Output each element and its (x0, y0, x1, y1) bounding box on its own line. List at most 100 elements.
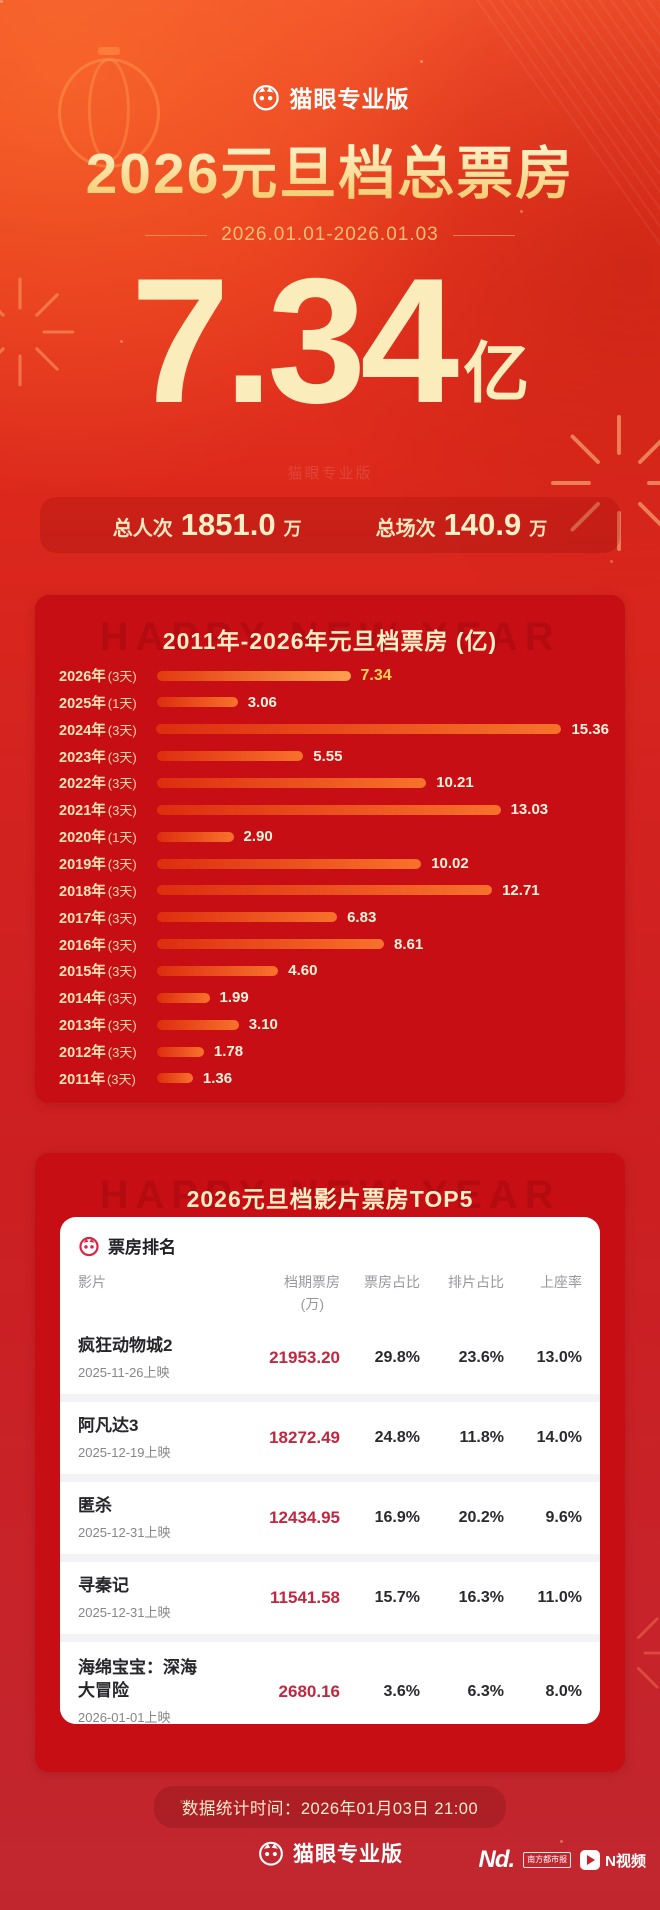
bar-value: 3.06 (247, 693, 277, 711)
column-film: 影片 (78, 1274, 106, 1290)
chart-row: 2013年 (3天) 3.10 (59, 1012, 609, 1037)
footer-logo: 猫眼专业版 (0, 1838, 660, 1868)
film-cell: 海绵宝宝：深海大冒险 2026-01-01上映 (78, 1657, 248, 1724)
box-share-value: 24.8% (374, 1429, 420, 1446)
screening-share-value: 16.3% (458, 1589, 504, 1606)
column-attendance: 上座率 (540, 1274, 582, 1290)
screening-share-value: 11.8% (459, 1429, 504, 1446)
bar-value: 1.36 (202, 1069, 233, 1087)
bar-label: 2020年 (1天) (59, 830, 137, 847)
chart-rows: 2026年 (3天) 7.34 2025年 (1天) 3.06 2024年 (3天) 15.36… (59, 659, 609, 1091)
bar (157, 858, 422, 869)
bar (157, 804, 501, 815)
nvideo-label: N视频 (605, 1852, 646, 1870)
bar-label: 2022年 (3天) (59, 776, 137, 793)
column-box-office: 档期票房 (万) (284, 1274, 340, 1312)
sparkle-dots-decoration (0, 0, 3, 3)
chart-row: 2019年 (3天) 10.02 (59, 851, 609, 876)
bar-label: 2021年 (3天) (59, 803, 137, 820)
top5-rows: 疯狂动物城2 2025-11-26上映 21953.20 29.8% 23.6% 13.0… (60, 1322, 600, 1724)
bar-value: 10.02 (431, 855, 469, 873)
divider (452, 234, 515, 236)
bar-label: 2017年 (3天) (59, 910, 137, 927)
table-row: 海绵宝宝：深海大冒险 2026-01-01上映 2680.16 3.6% 6.3% 8.0… (60, 1634, 600, 1724)
ranking-header: 票房排名 (60, 1217, 600, 1258)
table-column-headers: 影片 档期票房 (万) 票房占比 排片占比 上座率 (60, 1258, 600, 1322)
box-share-value: 16.9% (374, 1509, 420, 1526)
date-range-text: 2026.01.01-2026.01.03 (221, 224, 439, 245)
bar-label: 2015年 (3天) (59, 964, 137, 981)
bar (157, 777, 427, 788)
film-title: 匿杀 (78, 1495, 112, 1515)
attendance-value: 14.0% (536, 1429, 582, 1446)
bar-value: 4.60 (288, 962, 318, 980)
chart-row: 2012年 (3天) 1.78 (59, 1039, 609, 1064)
bar-value: 12.71 (502, 881, 540, 899)
attendance-value: 8.0% (545, 1682, 582, 1700)
watermark: 猫眼专业版 (287, 465, 373, 482)
box-share-value: 3.6% (383, 1682, 420, 1700)
maoyan-cat-icon (252, 85, 279, 111)
history-chart-card: HAPPY NEW YEAR 2011年-2026年元旦档票房 (亿) 2026… (35, 595, 625, 1103)
bar-label: 2014年 (3天) (59, 991, 137, 1008)
firework-icon (551, 415, 660, 551)
bar (157, 885, 493, 896)
bar (157, 670, 351, 681)
box-office-value: 2680.16 (278, 1681, 340, 1701)
bar-value: 5.55 (313, 747, 343, 765)
chart-row: 2014年 (3天) 1.99 (59, 985, 609, 1010)
attendance-value: 11.0% (537, 1589, 582, 1606)
data-timestamp: 数据统计时间：2026年01月03日 21:00 (153, 1786, 507, 1828)
attendance-value: 9.6% (545, 1509, 582, 1526)
bar-label: 2026年 (3天) (59, 669, 137, 685)
bar-label: 2019年 (3天) (59, 857, 137, 874)
bar-label: 2025年 (1天) (59, 695, 137, 712)
brand-name: 猫眼专业版 (289, 86, 410, 112)
bar-value: 8.61 (394, 935, 424, 953)
chart-row: 2011年 (3天) 1.36 (59, 1066, 609, 1091)
film-release-date: 2026-01-01上映 (78, 1709, 171, 1724)
stat-value: 140.9 (443, 507, 522, 542)
bar (157, 831, 234, 842)
total-box-office: 7.34 亿 (0, 252, 660, 430)
chart-row: 2017年 (3天) 6.83 (59, 905, 609, 930)
bar-value: 6.83 (347, 908, 377, 926)
maoyan-cat-icon (259, 1841, 283, 1866)
total-unit: 亿 (463, 336, 530, 410)
stat-unit: 万 (529, 519, 548, 539)
film-release-date: 2025-12-19上映 (78, 1445, 171, 1461)
bar-label: 2011年 (3天) (59, 1071, 136, 1088)
bar-label: 2016年 (3天) (59, 937, 137, 954)
summary-stats: 总人次 1851.0 万 总场次 140.9 万 (40, 497, 620, 553)
stat-value: 1851.0 (180, 507, 276, 542)
nvideo-logo: N视频 (580, 1850, 646, 1871)
bar (157, 912, 338, 923)
chart-title: 2011年-2026年元旦档票房 (亿) (162, 628, 498, 654)
header-logo: 猫眼专业版 (0, 80, 660, 114)
table-row: 疯狂动物城2 2025-11-26上映 21953.20 29.8% 23.6% 13.0… (60, 1322, 600, 1394)
box-office-value: 18272.49 (269, 1428, 340, 1447)
bar-value: 1.78 (213, 1043, 244, 1061)
chart-row: 2016年 (3天) 8.61 (59, 932, 609, 957)
film-title: 疯狂动物城2 (78, 1335, 173, 1355)
chart-row: 2020年 (1天) 2.90 (59, 824, 609, 849)
film-cell: 匿杀 2025-12-31上映 (78, 1495, 248, 1541)
box-office-value: 21953.20 (269, 1348, 340, 1367)
chart-row: 2015年 (3天) 4.60 (59, 958, 609, 983)
divider (145, 234, 208, 236)
table-row: 阿凡达3 2025-12-19上映 18272.49 24.8% 11.8% 14.0% (60, 1394, 600, 1474)
bar (157, 697, 238, 708)
screening-share-value: 20.2% (458, 1509, 504, 1526)
film-release-date: 2025-12-31上映 (78, 1605, 171, 1621)
bar (156, 724, 562, 735)
date-range: 2026.01.01-2026.01.03 (0, 224, 660, 246)
bar-value: 2.90 (243, 828, 273, 846)
chart-row: 2022年 (3天) 10.21 (59, 770, 609, 795)
ranking-title: 票房排名 (108, 1238, 176, 1257)
page-title: 2026元旦档总票房 (0, 128, 660, 210)
box-share-value: 15.7% (374, 1589, 420, 1606)
stat-label: 总人次 (112, 518, 173, 540)
column-box-share: 票房占比 (364, 1274, 420, 1290)
bar-value: 7.34 (360, 666, 392, 684)
